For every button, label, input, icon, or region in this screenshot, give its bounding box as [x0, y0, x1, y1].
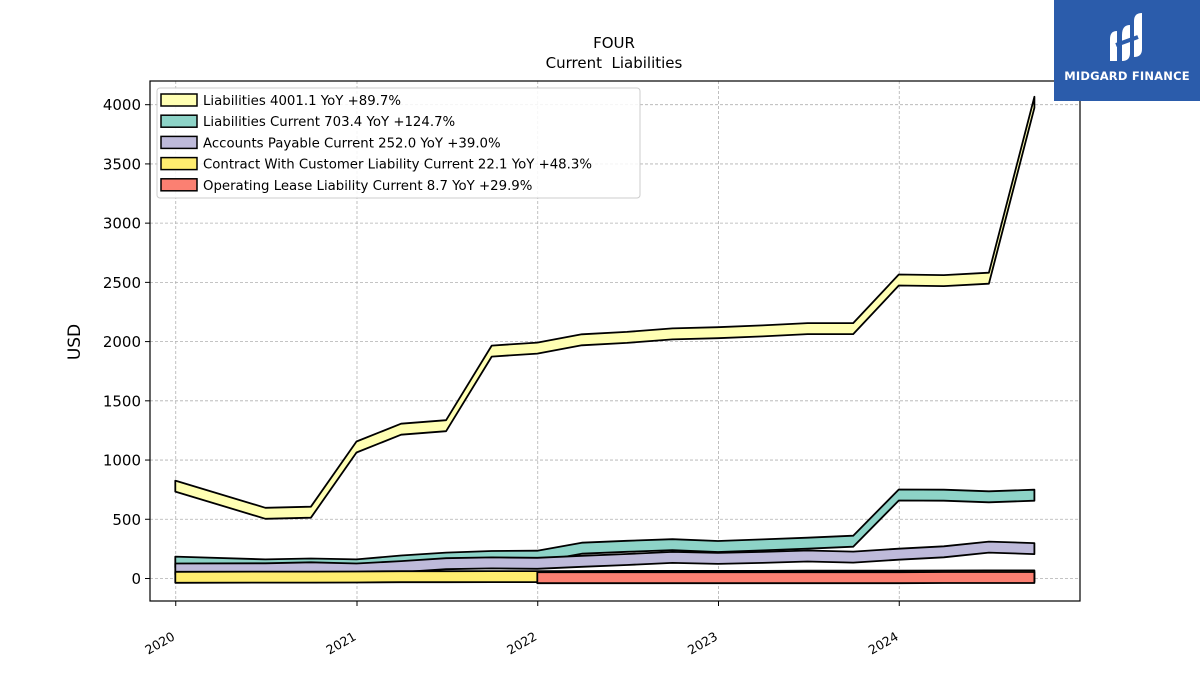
legend-swatch: [160, 156, 198, 171]
x-tick-label: 2020: [142, 629, 177, 658]
y-tick-label: 2500: [103, 274, 141, 292]
chart-title: FOUR: [593, 34, 635, 52]
x-tick-label: 2023: [685, 629, 720, 658]
legend-label: Liabilities Current 703.4 YoY +124.7%: [203, 115, 455, 130]
y-tick-label: 500: [112, 511, 141, 529]
y-tick-label: 1000: [103, 452, 141, 470]
legend-swatch: [160, 93, 198, 107]
y-tick-label: 0: [131, 570, 141, 588]
y-tick-label: 2000: [103, 333, 141, 351]
y-tick-label: 4000: [103, 96, 141, 114]
logo-text: MIDGARD FINANCE: [1064, 69, 1190, 83]
y-tick-label: 3000: [103, 215, 141, 233]
series-band: [536, 571, 1036, 585]
y-tick-label: 3500: [103, 155, 141, 173]
logo-mark-icon: [1110, 13, 1142, 61]
legend-box: [156, 87, 641, 199]
y-axis-label: USD: [65, 324, 85, 360]
y-tick-label: 1500: [103, 392, 141, 410]
plot-frame: [149, 80, 1081, 602]
legend-swatch: [160, 135, 198, 150]
series-band: [174, 540, 1036, 576]
legend-label: Contract With Customer Liability Current…: [203, 158, 592, 173]
legend: Liabilities 4001.1 YoY +89.7% Liabilities…: [156, 87, 641, 199]
legend-swatch: [160, 114, 198, 128]
legend-label: Accounts Payable Current 252.0 YoY +39.0…: [203, 136, 501, 151]
x-tick-label: 2021: [323, 629, 358, 658]
series-band: [174, 95, 1036, 520]
x-tick-label: 2022: [504, 629, 539, 658]
legend-swatch: [160, 178, 198, 192]
chart-subtitle: Current Liabilities: [546, 54, 683, 72]
legend-label: Operating Lease Liability Current 8.7 Yo…: [203, 179, 532, 194]
series-layer: [174, 95, 1036, 585]
x-tick-label: 2024: [866, 629, 901, 658]
legend-label: Liabilities 4001.1 YoY +89.7%: [203, 94, 401, 109]
midgard-finance-logo: MIDGARD FINANCE: [1054, 0, 1200, 101]
